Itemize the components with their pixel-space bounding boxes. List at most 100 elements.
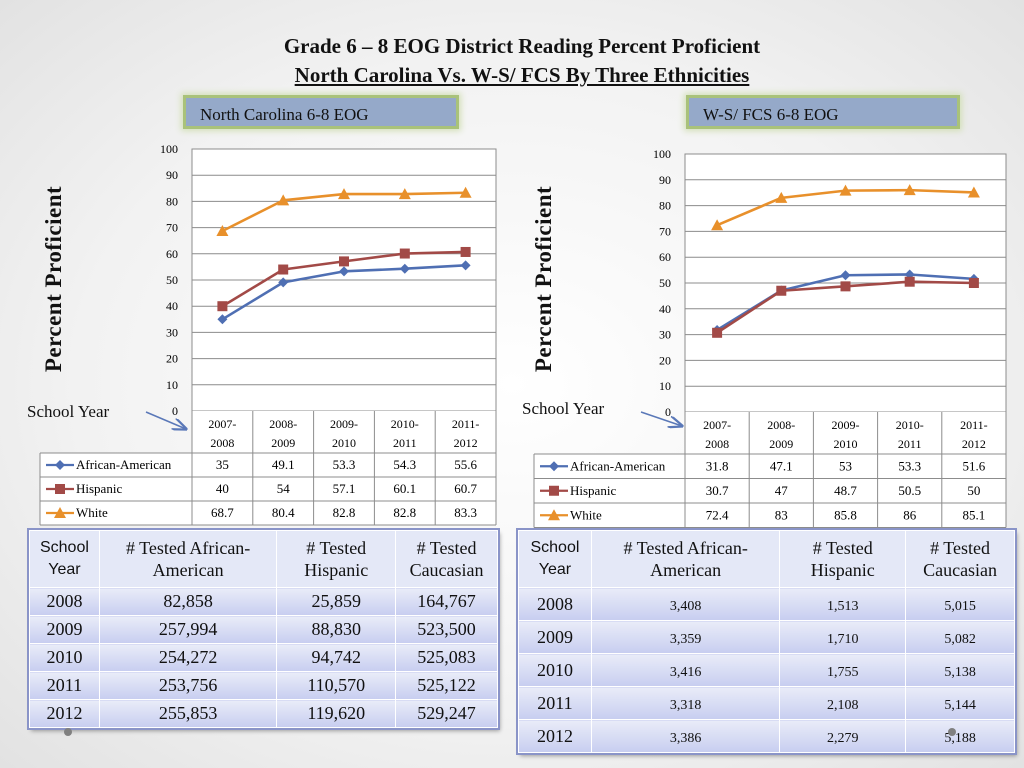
data-label: 53.3 xyxy=(333,457,356,472)
data-label: 53 xyxy=(839,458,852,473)
table-row: 2009 3,359 1,710 5,082 xyxy=(518,620,1015,654)
value-cell: 529,247 xyxy=(395,699,498,728)
table-row: 2011 253,756 110,570 525,122 xyxy=(29,671,498,700)
header-cell: # Tested Caucasian xyxy=(395,530,498,588)
data-label: 85.8 xyxy=(834,507,857,522)
data-table-bg xyxy=(192,411,496,525)
value-cell: 164,767 xyxy=(395,587,498,616)
data-point xyxy=(216,225,229,237)
legend-key-marker xyxy=(548,509,560,521)
value-cell: 5,144 xyxy=(905,686,1015,720)
value-cell: 5,188 xyxy=(905,719,1015,753)
x-tick-label: 2010-2011 xyxy=(391,417,419,450)
value-cell: 3,359 xyxy=(590,620,781,654)
y-tick-label: 0 xyxy=(172,404,178,418)
slide-title-line2: North Carolina Vs. W-S/ FCS By Three Eth… xyxy=(294,63,750,87)
ws-chart-label: W-S/ FCS 6-8 EOG xyxy=(686,95,960,129)
data-label: 47.1 xyxy=(770,458,793,473)
y-tick-label: 90 xyxy=(659,173,671,187)
value-cell: 2,279 xyxy=(779,719,907,753)
value-cell: 119,620 xyxy=(276,699,397,728)
data-label: 40 xyxy=(216,481,229,496)
table-row: 2012 3,386 2,279 5,188 xyxy=(518,719,1015,753)
table-row: 2010 254,272 94,742 525,083 xyxy=(29,643,498,672)
value-cell: 94,742 xyxy=(276,643,397,672)
value-cell: 525,083 xyxy=(395,643,498,672)
data-label: 55.6 xyxy=(454,457,477,472)
value-cell: 25,859 xyxy=(276,587,397,616)
legend-label: White xyxy=(76,505,108,520)
data-point xyxy=(399,263,410,274)
y-tick-label: 20 xyxy=(166,352,178,366)
data-point xyxy=(339,266,349,277)
header-cell: # Tested Caucasian xyxy=(905,530,1015,588)
table-row: 2008 3,408 1,513 5,015 xyxy=(518,587,1015,621)
value-cell: 254,272 xyxy=(98,643,278,672)
year-cell: 2010 xyxy=(518,653,592,687)
header-cell: # Tested Hispanic xyxy=(276,530,397,588)
value-cell: 523,500 xyxy=(395,615,498,644)
year-cell: 2009 xyxy=(29,615,100,644)
data-label: 48.7 xyxy=(834,483,857,498)
y-tick-label: 70 xyxy=(659,224,671,238)
data-point xyxy=(840,281,851,292)
value-cell: 5,082 xyxy=(905,620,1015,654)
y-tick-label: 50 xyxy=(659,276,671,290)
table-row: 2010 3,416 1,755 5,138 xyxy=(518,653,1015,687)
data-label: 68.7 xyxy=(211,505,234,520)
data-label: 80.4 xyxy=(272,505,295,520)
ws-tested-table: School Year # Tested African-American # … xyxy=(516,528,1017,755)
data-point xyxy=(338,188,350,200)
table-row: 2012 255,853 119,620 529,247 xyxy=(29,699,498,728)
data-label: 60.1 xyxy=(393,481,416,496)
x-tick-label: 2008-2009 xyxy=(767,418,795,451)
y-tick-label: 90 xyxy=(166,168,178,182)
data-point xyxy=(399,248,410,259)
y-tick-label: 20 xyxy=(659,353,671,367)
value-cell: 5,015 xyxy=(905,587,1015,621)
data-point xyxy=(398,188,411,200)
data-label: 57.1 xyxy=(333,481,356,496)
data-label: 85.1 xyxy=(963,507,986,522)
value-cell: 1,710 xyxy=(779,620,907,654)
ws-school-year-arrow xyxy=(640,411,682,426)
header-cell: # Tested African-American xyxy=(98,530,278,588)
data-point xyxy=(903,184,916,196)
data-label: 82.8 xyxy=(333,505,356,520)
x-tick-label: 2011-2012 xyxy=(452,417,480,450)
value-cell: 3,386 xyxy=(590,719,781,753)
data-point xyxy=(775,191,788,203)
legend-key-marker xyxy=(549,461,559,472)
nc-school-year-arrow xyxy=(145,411,186,429)
year-cell: 2012 xyxy=(29,699,100,728)
header-cell: # Tested African-American xyxy=(590,530,781,588)
y-tick-label: 60 xyxy=(659,250,671,264)
nc-line-chart: 0 10 20 30 40 50 60 70 80 90 100 2007-2008 2008-2009… xyxy=(39,142,497,526)
x-tick-label: 2007-2008 xyxy=(703,418,731,451)
data-label: 53.3 xyxy=(898,458,921,473)
data-point xyxy=(460,260,471,271)
data-point xyxy=(711,219,724,231)
value-cell: 3,408 xyxy=(590,587,781,621)
data-label: 82.8 xyxy=(393,505,416,520)
legend-label: African-American xyxy=(76,457,172,472)
header-cell: School Year xyxy=(518,530,592,588)
value-cell: 110,570 xyxy=(276,671,397,700)
ws-x-axis-label: School Year xyxy=(522,399,605,418)
data-label: 31.8 xyxy=(706,458,729,473)
data-label: 30.7 xyxy=(706,483,729,498)
x-tick-label: 2008-2009 xyxy=(269,417,297,450)
table-row: 2011 3,318 2,108 5,144 xyxy=(518,686,1015,720)
legend-key-marker xyxy=(54,507,66,518)
value-cell: 257,994 xyxy=(98,615,278,644)
value-cell: 253,756 xyxy=(98,671,278,700)
year-cell: 2011 xyxy=(29,671,100,700)
value-cell: 88,830 xyxy=(276,615,397,644)
y-tick-label: 80 xyxy=(166,194,178,208)
y-tick-label: 100 xyxy=(160,142,178,156)
data-label: 54 xyxy=(277,481,291,496)
x-tick-label: 2007-2008 xyxy=(208,417,236,450)
data-point xyxy=(278,264,289,275)
y-tick-label: 10 xyxy=(659,379,671,393)
decor-dot-left xyxy=(64,728,72,736)
